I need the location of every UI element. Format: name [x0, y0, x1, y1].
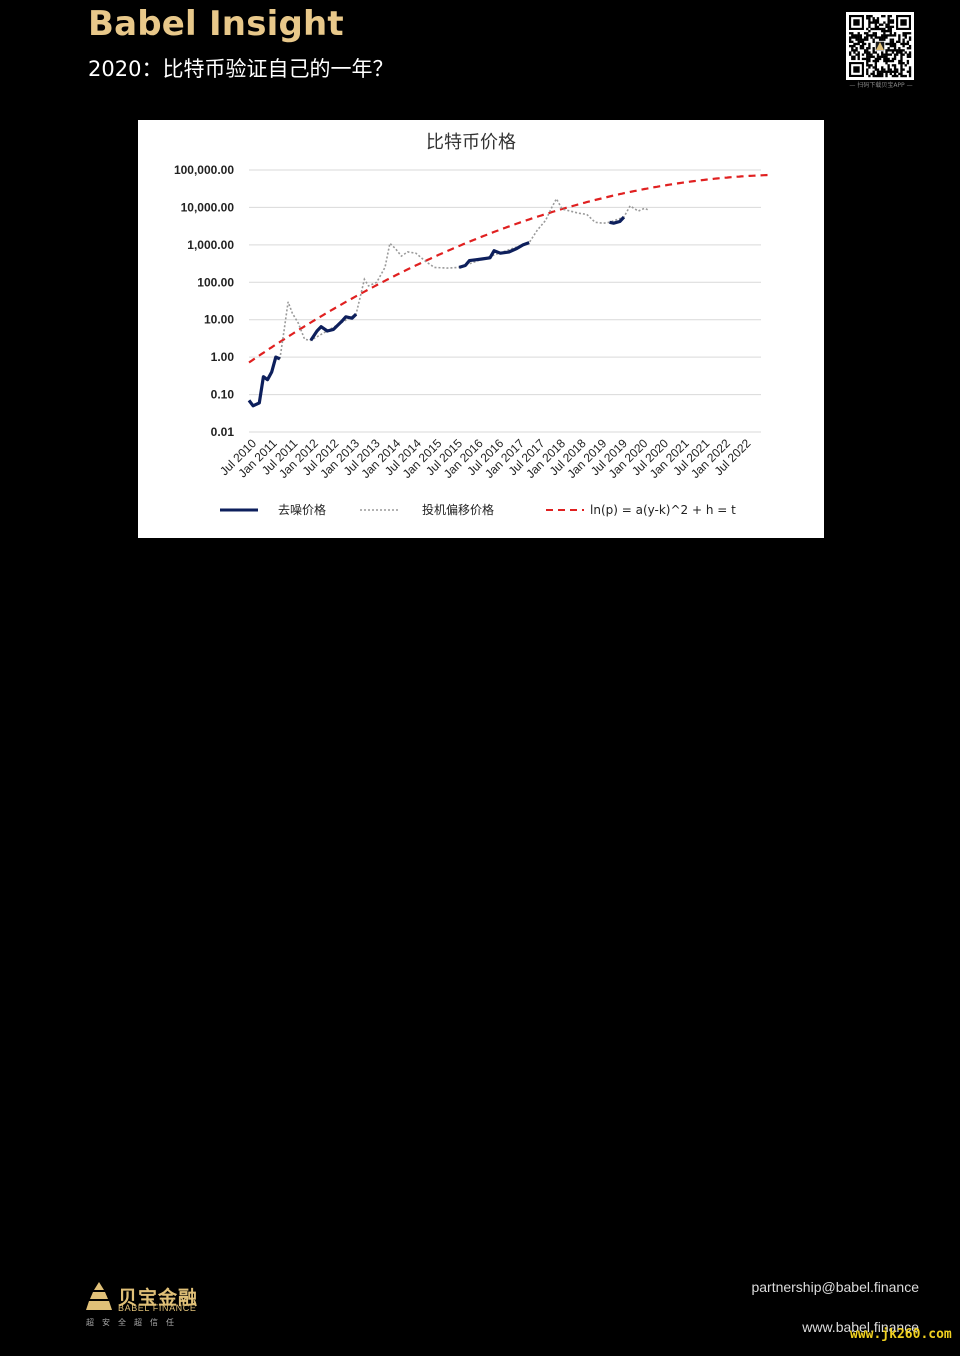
watermark: www.jk260.com	[850, 1327, 952, 1342]
bitcoin-price-chart: 比特币价格 100,000.00 10,000.00 1,000.00 100.00 1…	[174, 132, 769, 517]
y-tick-label: 100,000.00	[174, 163, 234, 177]
legend-label: ln(p) = a(y-k)^2 + h = t	[590, 503, 736, 517]
website-link[interactable]: www.babel.finance	[802, 1319, 919, 1335]
series-speculative-price	[279, 197, 649, 360]
legend-label: 去噪价格	[278, 502, 326, 517]
qr-code	[846, 12, 914, 80]
y-tick-label: 0.01	[211, 425, 235, 439]
logo-name-cn: 贝宝金融	[118, 1287, 199, 1309]
series-denoised-price	[458, 241, 530, 269]
qr-caption: — 扫码下载贝宝APP —	[849, 82, 913, 89]
series-denoised-price	[609, 216, 626, 225]
y-tick-label: 0.10	[211, 388, 235, 402]
contact-email-link[interactable]: partnership@babel.finance	[751, 1279, 919, 1295]
y-tick-label: 100.00	[197, 275, 234, 289]
legend-label: 投机偏移价格	[422, 502, 494, 517]
y-tick-label: 1,000.00	[187, 238, 234, 252]
brand-title: Babel Insight	[88, 4, 344, 44]
series-denoised-price	[247, 355, 281, 408]
chart-card: 比特币价格 100,000.00 10,000.00 1,000.00 100.00 1…	[138, 120, 824, 538]
y-tick-label: 10.00	[204, 313, 234, 327]
series-model-curve	[248, 173, 769, 364]
qr-code-image	[849, 15, 912, 78]
chart-title: 比特币价格	[426, 132, 516, 153]
logo-name-en: BABEL FINANCE	[118, 1303, 197, 1313]
y-tick-label: 1.00	[211, 350, 235, 364]
babel-logo-icon	[86, 1282, 112, 1310]
y-tick-label: 10,000.00	[181, 200, 235, 214]
series-denoised-price	[309, 313, 358, 342]
logo-tagline: 超安全超信任	[86, 1318, 182, 1327]
page-subtitle: 2020：比特币验证自己的一年？	[88, 57, 394, 81]
